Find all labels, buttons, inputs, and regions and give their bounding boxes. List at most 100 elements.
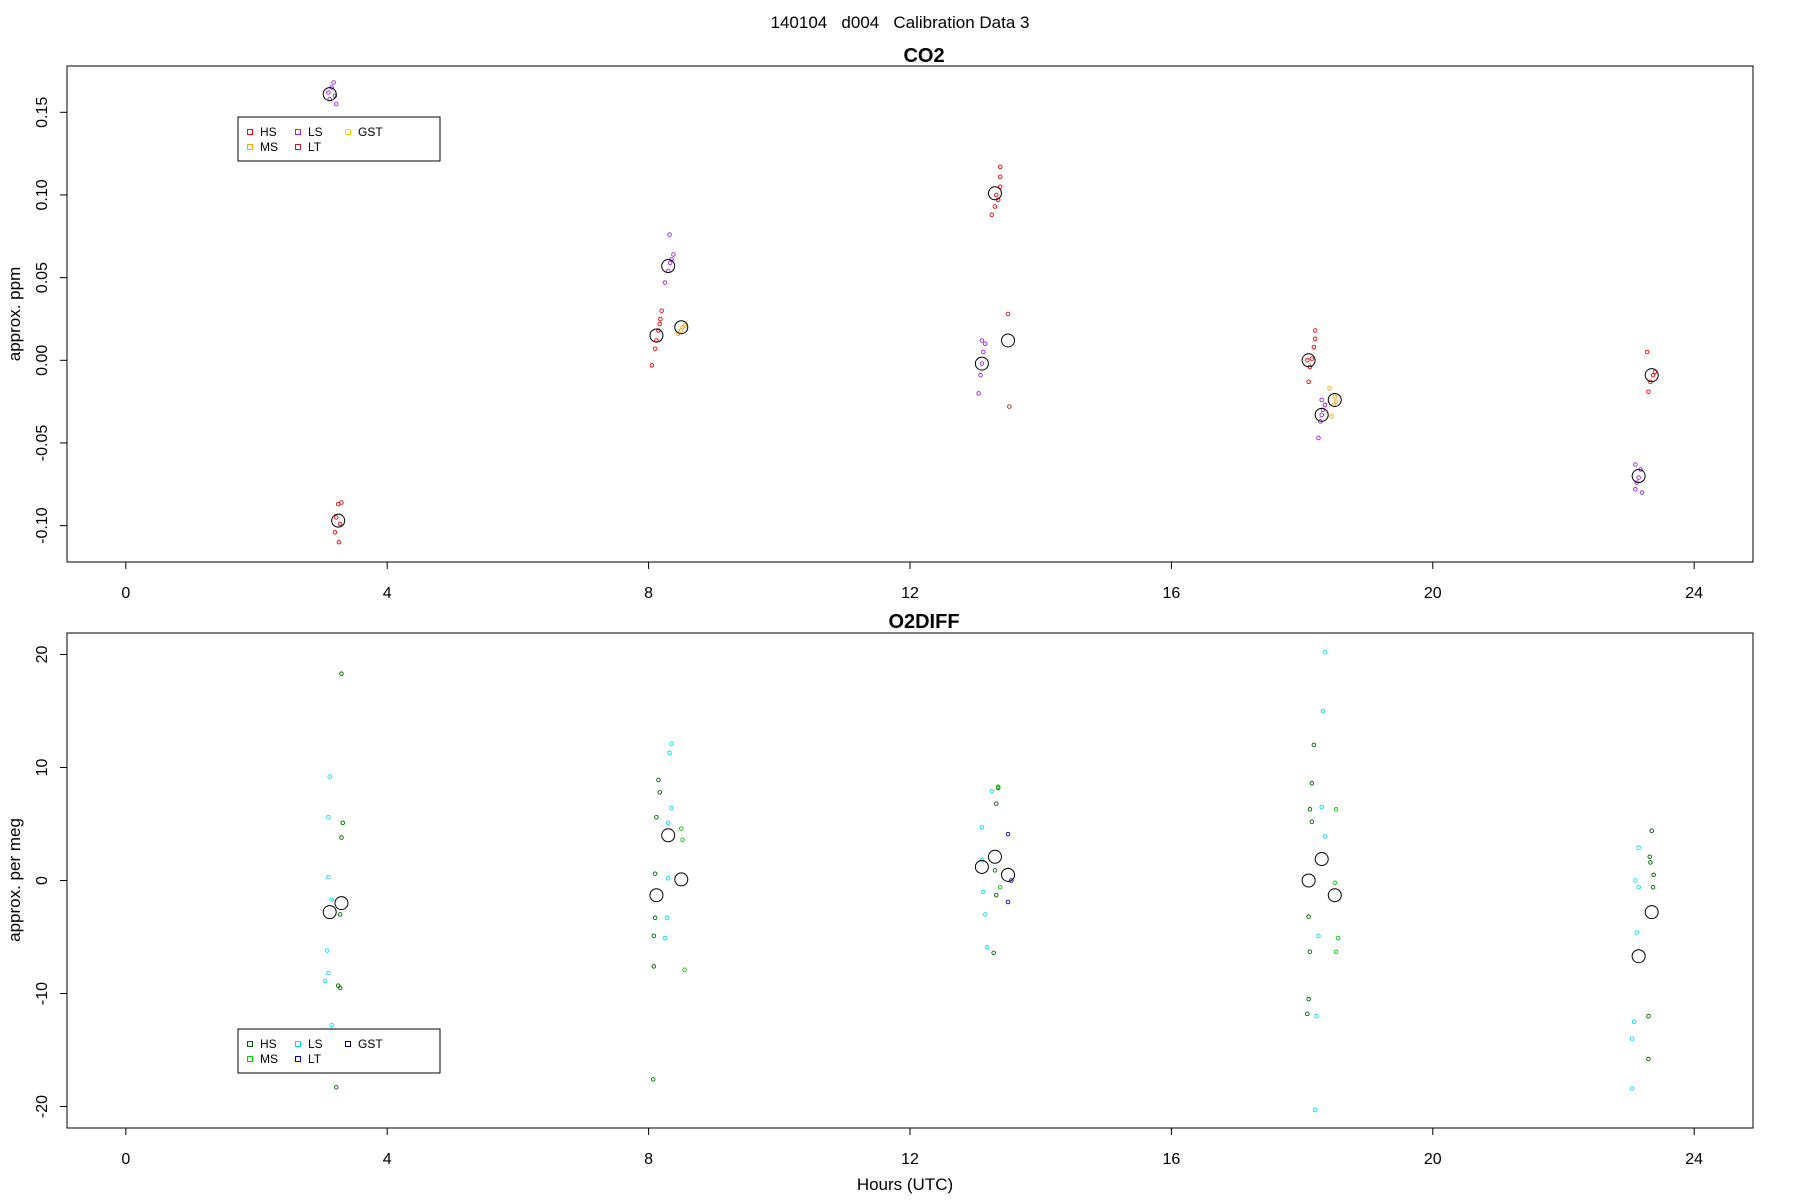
o2diff-ls-point <box>669 805 674 811</box>
o2diff-points <box>322 649 1659 1113</box>
o2diff-lt-point <box>1005 831 1011 837</box>
o2diff-ms-point <box>995 784 1001 789</box>
o2diff-hs-point <box>994 801 999 806</box>
co2-ls-point <box>667 232 672 237</box>
o2diff-ls-point <box>1322 649 1328 655</box>
co2-mean-point <box>974 356 989 371</box>
o2diff-ls-point <box>662 935 668 941</box>
o2diff-mean-point <box>334 896 349 911</box>
co2-y-tick-label: 0.00 <box>34 345 51 376</box>
o2diff-mean-point <box>1631 949 1646 964</box>
o2diff-ls-point <box>322 978 328 984</box>
co2-legend-lt-marker <box>295 144 301 150</box>
co2-ls-point <box>333 101 339 107</box>
o2diff-mean-point <box>1301 873 1316 888</box>
co2-mean-point <box>1301 353 1316 368</box>
o2diff-hs-point <box>651 933 657 939</box>
o2diff-hs-point <box>656 777 661 783</box>
o2diff-hs-point <box>1649 828 1654 834</box>
co2-hs-point <box>989 212 994 218</box>
co2-y-axis-label: approx. ppm <box>5 267 24 362</box>
o2diff-mean-point <box>1644 905 1659 920</box>
co2-ls-point <box>980 349 986 355</box>
co2-mean-point <box>322 87 337 102</box>
o2diff-legend-gst-marker <box>345 1041 351 1047</box>
o2diff-ls-point <box>982 912 988 917</box>
o2diff-hs-point <box>994 892 999 898</box>
co2-x-tick-label: 16 <box>1162 585 1180 602</box>
o2diff-mean-point <box>661 828 676 843</box>
o2diff-y-tick-label: 10 <box>34 758 51 776</box>
o2diff-mean-point <box>1001 867 1016 882</box>
o2diff-ls-point <box>1319 804 1324 810</box>
co2-hs-point <box>997 184 1003 189</box>
co2-ms-point <box>1329 414 1334 419</box>
co2-ls-point <box>979 361 985 366</box>
o2diff-legend-hs-marker <box>247 1041 253 1047</box>
o2diff-ls-point <box>1314 1013 1319 1019</box>
o2diff-legend-ls-marker <box>295 1041 301 1047</box>
co2-x-tick-label: 0 <box>121 585 130 602</box>
co2-hs-point <box>657 321 662 327</box>
co2-ms-point <box>1333 399 1339 404</box>
o2diff-ms-point <box>680 837 685 843</box>
co2-legend-gst-label: GST <box>358 125 383 139</box>
o2diff-hs-point <box>333 1085 339 1090</box>
co2-ls-point <box>1319 412 1324 418</box>
o2diff-hs-point <box>1651 872 1656 878</box>
co2-points <box>322 80 1659 545</box>
o2diff-ls-point <box>1629 1036 1635 1041</box>
o2diff-hs-point <box>1307 807 1313 812</box>
co2-y-tick-label: 0.05 <box>34 262 51 293</box>
o2diff-ls-point <box>1634 930 1639 935</box>
o2diff-legend-ms-marker <box>247 1056 253 1062</box>
co2-hs-point <box>1646 389 1651 394</box>
o2diff-ls-point <box>984 944 990 950</box>
o2diff-x-tick-label: 0 <box>121 1151 130 1168</box>
co2-mean-point <box>1631 469 1646 484</box>
o2diff-ls-point <box>989 788 994 794</box>
co2-mean-point <box>987 186 1002 201</box>
o2diff-hs-point <box>1647 854 1652 860</box>
co2-hs-point <box>1306 379 1311 385</box>
o2diff-y-tick-label: 20 <box>34 645 51 663</box>
co2-legend-ms-marker <box>247 144 253 150</box>
o2diff-legend-ls-label: LS <box>308 1037 323 1051</box>
figure-title: 140104 d004 Calibration Data 3 <box>771 13 1030 32</box>
o2diff-hs-point <box>651 964 657 969</box>
o2diff-hs-point <box>1648 860 1653 865</box>
co2-ms-point <box>1327 386 1332 391</box>
co2-ls-point <box>976 391 981 396</box>
o2diff-x-tick-label: 8 <box>644 1151 653 1168</box>
o2diff-mean-point <box>649 888 664 903</box>
co2-mean-point <box>1314 407 1329 422</box>
o2diff-legend-lt-label: LT <box>308 1052 322 1066</box>
co2-hs-point <box>337 521 343 527</box>
co2-ms-point <box>680 324 685 330</box>
co2-ls-point <box>1633 487 1638 492</box>
o2diff-hs-point <box>340 820 346 826</box>
co2-legend-hs-label: HS <box>260 125 277 139</box>
o2diff-ms-point <box>682 967 687 973</box>
o2diff-ls-point <box>669 741 674 747</box>
co2-x-tick-label: 20 <box>1424 585 1442 602</box>
co2-hs-point <box>336 539 342 545</box>
co2-hs-point <box>659 308 664 313</box>
co2-mean-point <box>1644 368 1659 383</box>
co2-hs-point <box>339 500 344 505</box>
o2diff-x-tick-label: 24 <box>1685 1151 1703 1168</box>
o2diff-ls-point <box>1629 1086 1635 1091</box>
o2diff-x-tick-label: 12 <box>901 1151 919 1168</box>
co2-ls-point <box>978 372 983 378</box>
co2-legend-gst-marker <box>345 129 351 135</box>
co2-hs-point <box>658 316 663 322</box>
o2diff-mean-point <box>1327 888 1342 903</box>
o2diff-ls-point <box>1633 878 1638 883</box>
o2diff-hs-point <box>337 985 343 991</box>
o2diff-panel: O2DIFF 0 4 8 12 16 20 24 -20 -10 0 10 20 approx. p… <box>5 611 1754 1168</box>
co2-mean-point <box>1001 333 1016 348</box>
co2-legend-ms-label: MS <box>260 140 278 154</box>
o2diff-ls-point <box>1636 885 1641 890</box>
o2diff-hs-point <box>1307 949 1313 954</box>
